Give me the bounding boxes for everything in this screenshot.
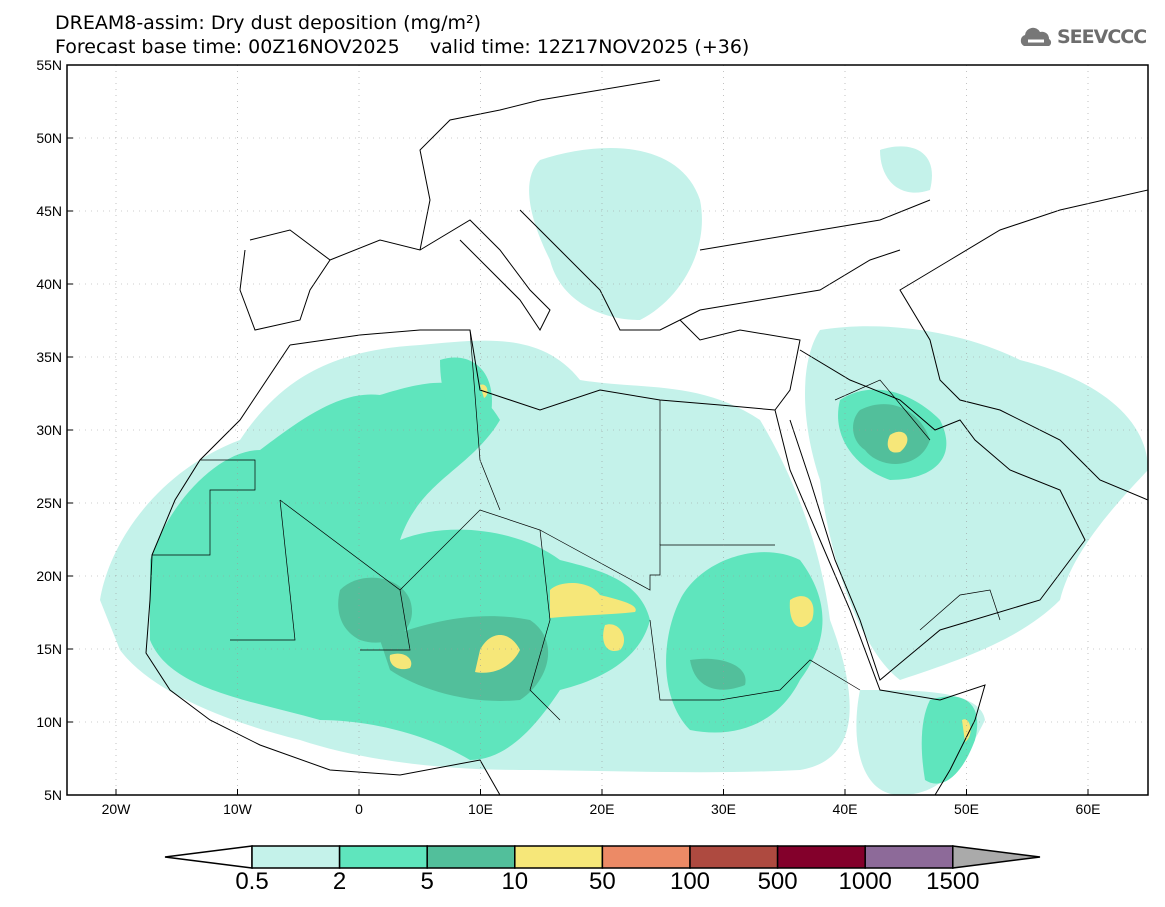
lon-tick-label: 0 [355, 801, 363, 817]
colorbar-swatch [776, 845, 866, 869]
lat-tick-label: 5N [44, 787, 62, 803]
graticule [67, 65, 1148, 795]
lat-tick-label: 40N [36, 276, 62, 292]
lon-tick-label: 30E [711, 801, 736, 817]
lon-tick-label: 10W [223, 801, 253, 817]
colorbar-label: 50 [589, 868, 616, 895]
colorbar-swatch [338, 845, 428, 869]
colorbar-label: 1500 [926, 868, 980, 895]
lon-tick-label: 20E [590, 801, 615, 817]
logo-text: SEEVCCC [1057, 26, 1147, 48]
colorbar-swatch [426, 845, 516, 869]
lat-tick-label: 55N [36, 57, 62, 73]
lat-tick-label: 35N [36, 349, 62, 365]
lat-tick-label: 30N [36, 422, 62, 438]
colorbar-label: 5 [420, 868, 434, 895]
colorbar-label: 500 [757, 868, 798, 895]
colorbar-label: 1000 [838, 868, 892, 895]
colorbar-under-arrow [164, 845, 253, 869]
cloud-icon [1020, 27, 1052, 46]
colorbar-swatch [251, 845, 341, 869]
valid-time: valid time: 12Z17NOV2025 (+36) [429, 36, 750, 58]
title-text: DREAM8-assim: Dry dust deposition (mg/m²… [55, 12, 482, 34]
lat-tick-label: 45N [36, 203, 62, 219]
colorbar-swatch [601, 845, 691, 869]
base-time: Forecast base time: 00Z16NOV2025 [55, 36, 400, 58]
colorbar-swatch [864, 845, 954, 869]
lon-tick-label: 40E [833, 801, 858, 817]
lat-tick-label: 15N [36, 641, 62, 657]
lon-tick-label: 50E [954, 801, 979, 817]
lat-tick-label: 20N [36, 568, 62, 584]
borders [152, 329, 1001, 721]
colorbar-label: 100 [669, 868, 711, 895]
lon-tick-label: 20W [102, 801, 132, 817]
colorbar [164, 845, 1041, 869]
seevccc-logo: SEEVCCC [1018, 26, 1147, 48]
lat-tick-label: 10N [36, 714, 62, 730]
colorbar-swatch [514, 845, 604, 869]
map-title: DREAM8-assim: Dry dust deposition (mg/m²… [55, 11, 749, 59]
lat-tick-label: 25N [36, 495, 62, 511]
colorbar-swatch [689, 845, 779, 869]
lon-axis: 20W 10W 0 10E 20E 30E 40E 50E 60E [102, 789, 1101, 817]
lon-tick-label: 60E [1076, 801, 1101, 817]
colorbar-label: 10 [501, 868, 529, 895]
colorbar-over-arrow [952, 845, 1041, 869]
lat-tick-label: 50N [36, 130, 62, 146]
colorbar-label: 2 [332, 868, 347, 895]
lat-axis: 55N 50N 45N 40N 35N 30N 25N 20N 15N 10N 5N [36, 57, 73, 803]
lon-tick-label: 10E [468, 801, 493, 817]
colorbar-label: 0.5 [235, 868, 269, 895]
